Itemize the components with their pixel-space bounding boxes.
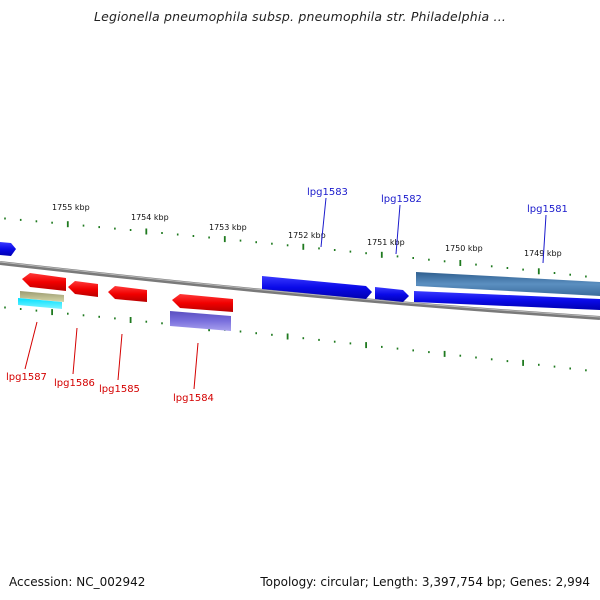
gene-feature-lpg1587-overlay-tan[interactable]	[20, 291, 64, 302]
accession-text: Accession: NC_002942	[9, 575, 146, 589]
gene-feature-offscreen-left[interactable]	[0, 242, 16, 256]
scale-label: 1749 kbp	[524, 249, 562, 258]
scale-label: 1754 kbp	[131, 213, 169, 222]
genome-backbone-highlight	[0, 261, 600, 318]
gene-feature-lpg1586[interactable]	[68, 281, 98, 297]
scale-ticks-outer	[4, 217, 587, 278]
genome-title: Legionella pneumophila subsp. pneumophil…	[93, 9, 507, 24]
topology-text: Topology: circular; Length: 3,397,754 bp…	[260, 575, 590, 589]
gene-label-leader	[117, 333, 123, 381]
scale-label: 1750 kbp	[445, 244, 483, 253]
scale-label: 1755 kbp	[52, 203, 90, 212]
gene-feature-lpg1585[interactable]	[108, 286, 147, 302]
genome-backbone	[0, 261, 600, 320]
gene-label-leader	[24, 321, 38, 370]
gene-label-leader	[395, 204, 401, 255]
gene-label-lpg1585[interactable]: lpg1585	[99, 384, 140, 395]
gene-label-lpg1583[interactable]: lpg1583	[307, 187, 348, 198]
gene-label-leader	[320, 197, 327, 248]
gene-label-lpg1586[interactable]: lpg1586	[54, 378, 95, 389]
gene-feature-lpg1583[interactable]	[262, 276, 372, 299]
scale-label: 1752 kbp	[288, 231, 326, 240]
gene-feature-lpg1582[interactable]	[375, 287, 409, 302]
gene-feature-lpg1581-overlay[interactable]	[416, 272, 600, 296]
scale-ticks-inner	[4, 306, 587, 372]
gene-label-leader	[193, 342, 199, 390]
gene-feature-lpg1587-overlay-cyan[interactable]	[18, 298, 62, 309]
gene-label-lpg1587[interactable]: lpg1587	[6, 372, 47, 383]
gene-label-lpg1581[interactable]: lpg1581	[527, 204, 568, 215]
gene-feature-lpg1584-overlay[interactable]	[170, 311, 231, 331]
scale-label: 1753 kbp	[209, 223, 247, 232]
gene-label-leader	[72, 327, 78, 375]
gene-feature-lpg1581[interactable]	[414, 291, 600, 310]
gene-feature-lpg1587[interactable]	[22, 273, 66, 291]
gene-feature-lpg1584[interactable]	[172, 294, 233, 312]
scale-label: 1751 kbp	[367, 238, 405, 247]
gene-label-lpg1584[interactable]: lpg1584	[173, 393, 214, 404]
gene-label-leader	[542, 214, 547, 264]
gene-label-lpg1582[interactable]: lpg1582	[381, 194, 422, 205]
